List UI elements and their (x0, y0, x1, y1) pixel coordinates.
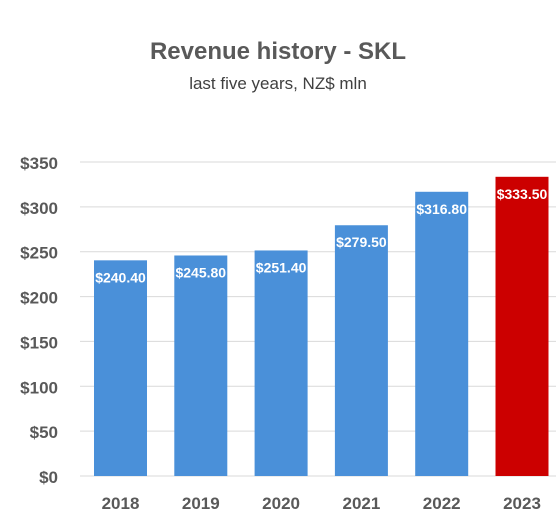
data-label: $245.80 (175, 264, 226, 280)
data-label: $240.40 (95, 269, 146, 285)
y-tick-label: $250 (20, 244, 58, 263)
y-tick-label: $300 (20, 199, 58, 218)
y-tick-label: $0 (39, 468, 58, 487)
y-tick-label: $100 (20, 378, 58, 397)
y-tick-label: $50 (30, 423, 58, 442)
bar-2021 (334, 225, 388, 476)
y-tick-label: $150 (20, 333, 58, 352)
chart-subtitle: last five years, NZ$ mln (189, 74, 367, 93)
bar-2019 (174, 255, 228, 476)
y-tick-label: $200 (20, 289, 58, 308)
bar-2018 (94, 260, 147, 476)
x-tick-label: 2021 (342, 494, 380, 513)
x-tick-label: 2019 (182, 494, 220, 513)
chart-title: Revenue history - SKL (149, 38, 407, 65)
bar-2022 (415, 191, 469, 476)
data-label: $251.40 (256, 259, 307, 275)
x-tick-label: 2023 (503, 494, 541, 513)
x-tick-label: 2018 (102, 494, 140, 513)
y-tick-label: $350 (20, 154, 58, 173)
data-label: $316.80 (416, 201, 467, 217)
x-tick-label: 2022 (423, 494, 461, 513)
x-tick-label: 2020 (262, 494, 300, 513)
data-label: $333.50 (497, 186, 548, 202)
bar-2020 (254, 250, 308, 476)
data-label: $279.50 (336, 234, 387, 250)
bar-2023 (495, 176, 549, 476)
